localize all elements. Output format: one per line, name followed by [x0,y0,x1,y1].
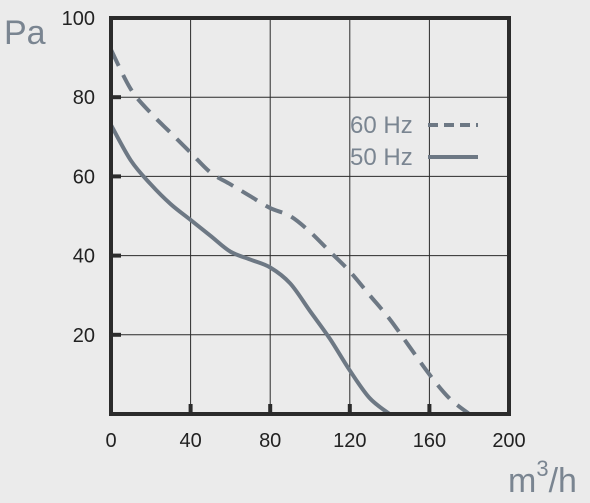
y-tick-label: 80 [73,87,95,109]
x-unit-rest: /h [549,462,577,500]
plot-frame [109,16,511,416]
y-axis-unit-label: Pa [4,14,46,52]
x-axis-unit-label: m3/h [508,456,577,500]
x-tick-label: 160 [413,430,446,452]
x-tick-label: 0 [105,430,116,452]
series-line-0 [109,48,471,416]
axis-labels: 0 40 80 120 160 200 20 40 60 80 100 [62,8,526,452]
x-unit-base: m [508,462,536,500]
legend: 60 Hz 50 Hz [350,112,478,171]
plot-border [109,16,511,416]
grid [111,18,509,414]
y-tick-label: 40 [73,246,95,268]
x-tick-label: 40 [179,430,201,452]
axis-ticks [109,95,432,416]
legend-label-0: 60 Hz [350,112,413,139]
y-tick-label: 20 [73,325,95,347]
x-tick-label: 80 [259,430,281,452]
y-tick-label: 100 [62,8,95,30]
legend-label-1: 50 Hz [350,144,413,171]
x-unit-exponent: 3 [536,456,548,481]
series-group [109,48,471,416]
x-tick-label: 120 [333,430,366,452]
x-tick-label: 200 [492,430,525,452]
series-line-1 [109,123,391,416]
y-tick-label: 60 [73,166,95,188]
